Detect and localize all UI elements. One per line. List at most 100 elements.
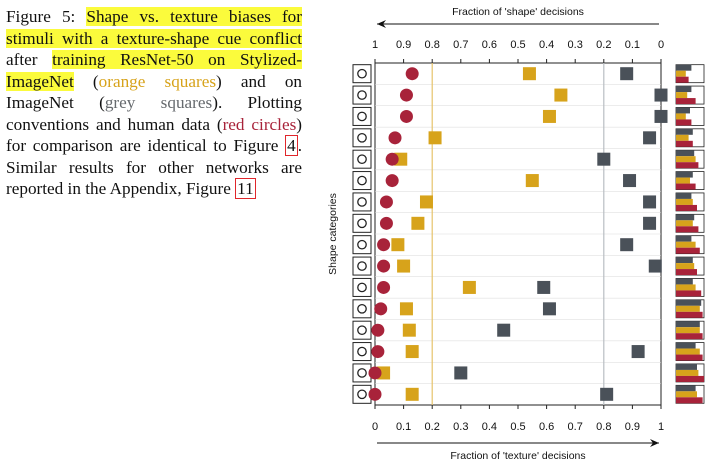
icon-frame [352,149,372,169]
icon-glyph [357,389,367,400]
data-point-square [654,109,668,123]
data-point-square [411,216,425,230]
data-point-circle [399,88,413,102]
side-bar-group [675,256,705,276]
caption-text: . Similar results for other networks are… [6,136,302,198]
side-bar-group [675,299,705,319]
side-bar-group [675,192,705,212]
bottom-axis-title: Fraction of 'texture' decisions [450,450,585,462]
bottom-tick-label: 0.8 [596,421,611,433]
bottom-tick-label: 0 [372,421,378,433]
icon-glyph [357,368,367,378]
side-bar [676,140,693,147]
bottom-tick-label: 0.4 [482,421,497,433]
side-bar-group [675,85,705,105]
data-point-circle [368,387,382,401]
data-point-square [402,323,416,337]
top-tick-label: 0.7 [453,39,468,51]
side-bar [676,391,697,398]
data-point-square [600,387,614,401]
chair-icon [352,342,372,362]
icon-glyph [357,218,367,229]
icon-glyph [357,154,367,165]
data-point-circle [379,216,393,230]
caption-text-after: after [6,50,38,69]
side-bar-group [675,128,705,148]
side-bar-group [675,171,705,190]
side-bar [676,134,689,141]
side-bar-group [675,64,705,84]
icon-frame [352,64,372,84]
side-bar [676,284,696,291]
side-bar-group [675,363,705,383]
dog-icon [352,149,372,169]
icon-glyph [357,303,367,314]
side-bar [676,278,693,285]
data-point-square [525,174,539,188]
side-bar [676,375,704,382]
side-bar [676,321,700,328]
side-bar [676,235,692,242]
icon-glyph [357,175,367,186]
side-bar [676,354,703,361]
figure-11-link[interactable]: 11 [235,178,256,199]
data-point-square [405,345,419,359]
side-bar [676,369,699,376]
side-bar-group [675,342,705,361]
data-point-square [620,238,634,252]
caption-text: ( [92,71,99,91]
data-point-square [648,259,662,273]
bear-icon [352,128,372,148]
data-point-square [554,88,568,102]
icon-frame [352,106,372,126]
side-bar-group [675,213,705,233]
side-bar [676,192,692,199]
highlight-shape-texture: Shape vs. texture biases for [86,7,302,26]
icon-frame [352,85,372,105]
bottle-icon [352,85,372,105]
side-bar [676,107,690,114]
icon-glyph [357,239,367,250]
side-bar-group [675,235,705,255]
cat-icon [352,192,372,212]
data-point-circle [377,259,391,273]
top-tick-label: 1 [372,39,378,51]
data-point-square [454,366,468,380]
side-bar [676,171,693,178]
data-point-circle [371,323,385,337]
data-point-square [643,131,657,145]
side-bar [676,263,695,270]
icon-glyph [357,132,367,143]
data-point-square [428,131,442,145]
side-bar [676,70,686,77]
data-point-square [654,88,668,102]
icon-frame [352,299,372,319]
data-point-circle [385,152,399,166]
data-point-square [542,109,556,123]
data-point-square [462,280,476,294]
side-bar [676,348,700,355]
bottom-tick-label: 1 [658,421,664,433]
icon-frame [352,277,372,297]
icon-glyph [357,346,367,357]
side-bar [676,290,702,297]
figure-4-link[interactable]: 4 [285,135,298,156]
bird-icon [352,256,372,276]
side-bar-group [675,107,705,126]
side-bar [676,198,693,205]
data-point-square [405,387,419,401]
side-bar-group [675,320,705,340]
icon-frame [352,342,372,362]
chart-svg: Fraction of 'shape' decisions 1 0 0.9 0.1 0.8… [327,6,705,462]
oven-icon [352,171,372,191]
side-bar [676,397,703,404]
bottom-tick-label: 0.3 [453,421,468,433]
icon-glyph [357,197,367,207]
data-point-circle [377,280,391,294]
bottom-axis-arrowhead [650,439,659,447]
icon-frame [352,363,372,383]
data-point-square [623,174,637,188]
truck-icon [352,299,372,319]
side-bar [676,342,696,349]
boat-icon [352,320,372,340]
